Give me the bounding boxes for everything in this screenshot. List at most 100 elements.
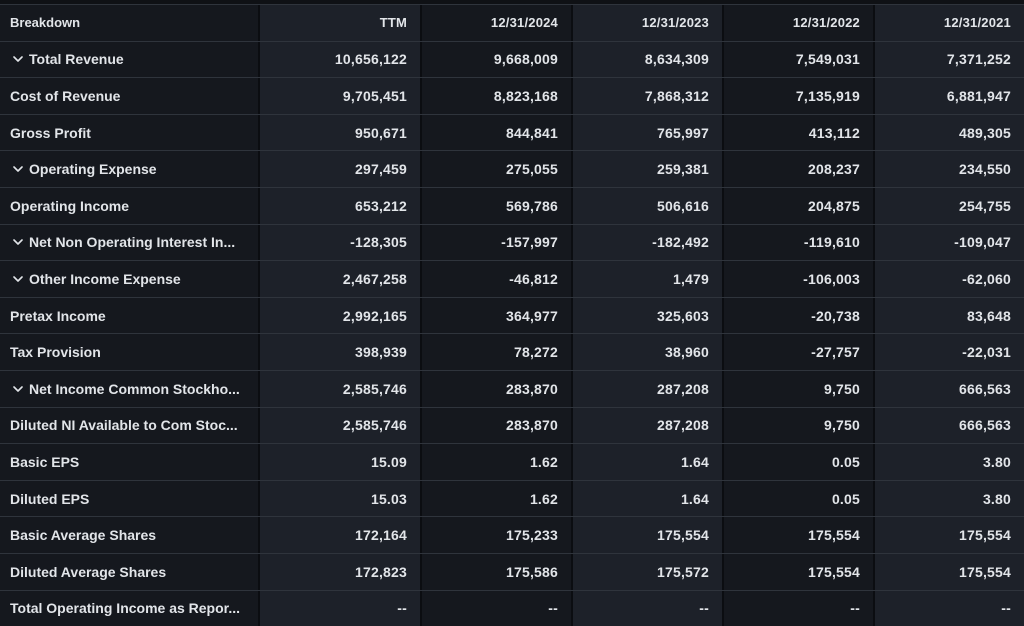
- value-cell: 3.80: [873, 444, 1024, 480]
- value-cell: 1.62: [420, 444, 571, 480]
- chevron-down-icon[interactable]: [13, 276, 23, 282]
- column-header-12-31-2022: 12/31/2022: [722, 5, 873, 41]
- value-cell: --: [258, 590, 420, 626]
- value-cell: 6,881,947: [873, 78, 1024, 114]
- value-cell: 297,459: [258, 151, 420, 187]
- chevron-down-icon[interactable]: [13, 166, 23, 172]
- value-cell: 653,212: [258, 187, 420, 224]
- chevron-down-icon[interactable]: [13, 239, 23, 246]
- value-cell: 175,554: [571, 517, 722, 553]
- value-cell: 172,823: [258, 553, 420, 590]
- value-cell: 254,755: [873, 187, 1024, 224]
- row-label: Tax Provision: [0, 334, 258, 370]
- expandable-row-label[interactable]: Operating Expense: [0, 151, 258, 187]
- value-cell: 172,164: [258, 517, 420, 553]
- value-cell: 9,750: [722, 407, 873, 444]
- value-cell: 765,997: [571, 114, 722, 151]
- value-cell: 325,603: [571, 297, 722, 334]
- row-label-text: Basic EPS: [10, 453, 80, 470]
- value-cell: 2,992,165: [258, 297, 420, 334]
- value-cell: 283,870: [420, 370, 571, 407]
- value-cell: 1,479: [571, 261, 722, 297]
- value-cell: 950,671: [258, 114, 420, 151]
- value-cell: 7,371,252: [873, 41, 1024, 78]
- row-label: Operating Income: [0, 187, 258, 224]
- value-cell: 10,656,122: [258, 41, 420, 78]
- table-row-basic-eps: Basic EPS 15.09 1.62 1.64 0.05 3.80: [0, 444, 1024, 481]
- table-row-operating-income: Operating Income 653,212 569,786 506,616 204…: [0, 187, 1024, 225]
- value-cell: 287,208: [571, 407, 722, 444]
- value-cell: 275,055: [420, 151, 571, 187]
- value-cell: 1.64: [571, 480, 722, 517]
- row-label: Gross Profit: [0, 114, 258, 151]
- value-cell: 844,841: [420, 114, 571, 151]
- value-cell: 413,112: [722, 114, 873, 151]
- value-cell: 8,634,309: [571, 41, 722, 78]
- row-label-text: Gross Profit: [10, 124, 91, 141]
- expandable-row-label[interactable]: Total Revenue: [0, 41, 258, 78]
- value-cell: -128,305: [258, 224, 420, 261]
- row-label-text: Total Revenue: [29, 51, 124, 68]
- row-label-text: Cost of Revenue: [10, 87, 121, 104]
- value-cell: 506,616: [571, 187, 722, 224]
- row-label-text: Operating Income: [10, 197, 130, 214]
- value-cell: --: [722, 590, 873, 626]
- chevron-down-icon[interactable]: [13, 385, 23, 392]
- value-cell: 3.80: [873, 480, 1024, 517]
- row-label: Diluted Average Shares: [0, 553, 258, 590]
- column-header-ttm: TTM: [258, 5, 420, 41]
- value-cell: 38,960: [571, 334, 722, 370]
- row-label-text: Pretax Income: [10, 307, 106, 324]
- value-cell: 175,586: [420, 553, 571, 590]
- value-cell: 175,554: [873, 553, 1024, 590]
- table-header-row: Breakdown TTM 12/31/2024 12/31/2023 12/31/20…: [0, 5, 1024, 42]
- value-cell: 398,939: [258, 334, 420, 370]
- value-cell: --: [571, 590, 722, 626]
- table-row-total-operating-income-as-repor: Total Operating Income as Repor... -- -- --…: [0, 590, 1024, 626]
- value-cell: -20,738: [722, 297, 873, 334]
- row-label-text: Total Operating Income as Repor...: [10, 600, 241, 617]
- row-label-text: Other Income Expense: [29, 270, 181, 287]
- value-cell: -106,003: [722, 261, 873, 297]
- value-cell: --: [873, 590, 1024, 626]
- row-label: Cost of Revenue: [0, 78, 258, 114]
- table-row-diluted-ni-available-to-com-stoc: Diluted NI Available to Com Stoc... 2,585…: [0, 407, 1024, 445]
- column-header-12-31-2023: 12/31/2023: [571, 5, 722, 41]
- row-label: Basic Average Shares: [0, 517, 258, 553]
- value-cell: 83,648: [873, 297, 1024, 334]
- column-header-12-31-2024: 12/31/2024: [420, 5, 571, 41]
- value-cell: 175,572: [571, 553, 722, 590]
- row-label: Total Operating Income as Repor...: [0, 590, 258, 626]
- row-label: Diluted NI Available to Com Stoc...: [0, 407, 258, 444]
- expandable-row-label[interactable]: Net Non Operating Interest In...: [0, 224, 258, 261]
- row-label-text: Net Income Common Stockho...: [29, 380, 240, 397]
- value-cell: 78,272: [420, 334, 571, 370]
- table-row-diluted-average-shares: Diluted Average Shares 172,823 175,586 175,…: [0, 553, 1024, 591]
- value-cell: --: [420, 590, 571, 626]
- table-row-gross-profit: Gross Profit 950,671 844,841 765,997 413,112…: [0, 114, 1024, 152]
- table-row-basic-average-shares: Basic Average Shares 172,164 175,233 175,55…: [0, 517, 1024, 554]
- value-cell: 175,554: [722, 517, 873, 553]
- row-label-text: Basic Average Shares: [10, 527, 157, 544]
- row-label: Diluted EPS: [0, 480, 258, 517]
- value-cell: 287,208: [571, 370, 722, 407]
- expandable-row-label[interactable]: Other Income Expense: [0, 261, 258, 297]
- value-cell: 2,585,746: [258, 370, 420, 407]
- chevron-down-icon[interactable]: [13, 56, 23, 63]
- value-cell: 489,305: [873, 114, 1024, 151]
- column-header-12-31-2021: 12/31/2021: [873, 5, 1024, 41]
- value-cell: 283,870: [420, 407, 571, 444]
- value-cell: 9,668,009: [420, 41, 571, 78]
- table-row-net-non-operating-interest-in: Net Non Operating Interest In... -128,305…: [0, 224, 1024, 262]
- value-cell: 0.05: [722, 444, 873, 480]
- value-cell: -182,492: [571, 224, 722, 261]
- expandable-row-label[interactable]: Net Income Common Stockho...: [0, 370, 258, 407]
- value-cell: 15.03: [258, 480, 420, 517]
- value-cell: 7,135,919: [722, 78, 873, 114]
- value-cell: 2,585,746: [258, 407, 420, 444]
- value-cell: 175,554: [873, 517, 1024, 553]
- table-row-net-income-common-stockho: Net Income Common Stockho... 2,585,746 283…: [0, 370, 1024, 408]
- value-cell: 8,823,168: [420, 78, 571, 114]
- value-cell: -109,047: [873, 224, 1024, 261]
- value-cell: 259,381: [571, 151, 722, 187]
